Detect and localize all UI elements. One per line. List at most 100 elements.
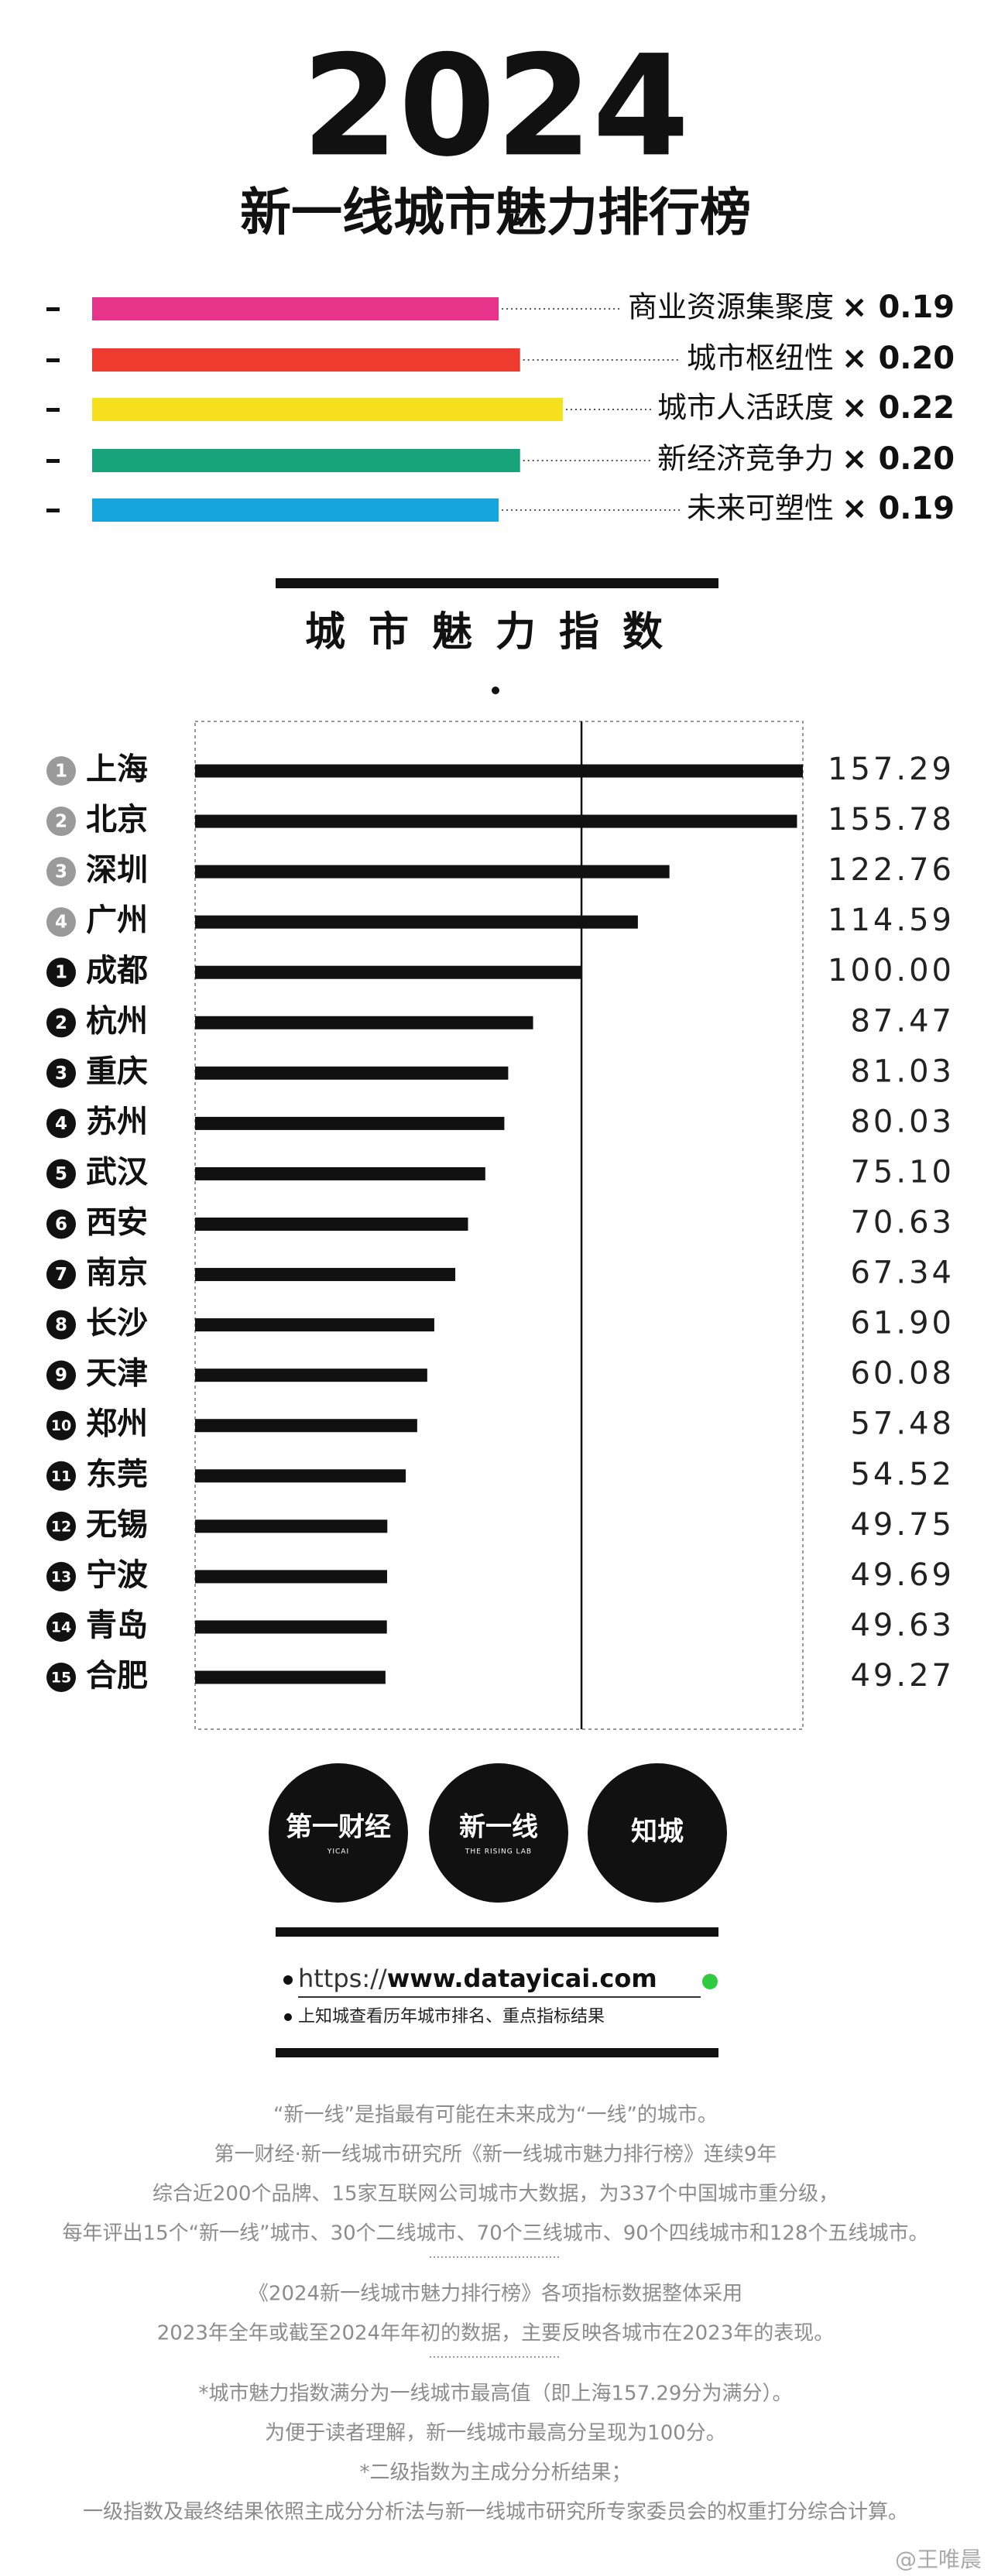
rank: 2: [55, 812, 67, 832]
bar: [195, 1218, 468, 1231]
footer-line: 2023年全年或截至2024年年初的数据，主要反映各城市在2023年的表现。: [157, 2322, 835, 2345]
value-label: 54.52: [850, 1457, 955, 1492]
weight-value: × 0.20: [842, 341, 955, 376]
weight-bar: [92, 297, 499, 320]
title: 新一线城市魅力排行榜: [240, 183, 751, 242]
bar: [195, 965, 582, 979]
rank-badge: [46, 1360, 76, 1390]
link-note: 上知城查看历年城市排名、重点指标结果: [298, 2007, 605, 2026]
bar: [195, 814, 797, 828]
logo-circle: [269, 1763, 408, 1903]
weight-label: 城市枢纽性: [687, 341, 834, 375]
rank: 14: [51, 1619, 71, 1636]
weight-value: × 0.20: [842, 441, 955, 477]
green-dot: [702, 1974, 718, 1989]
weight-label: 城市人活跃度: [657, 391, 834, 425]
value-label: 70.63: [850, 1205, 955, 1241]
value-label: 80.03: [850, 1104, 955, 1139]
logo-circle: [429, 1763, 568, 1903]
logo-name: 新一线: [459, 1812, 538, 1843]
weight-label: 商业资源集聚度: [628, 290, 834, 324]
rank: 3: [55, 1064, 67, 1084]
bar: [195, 1469, 406, 1483]
value-label: 75.10: [850, 1154, 955, 1190]
footer-line: 为便于读者理解，新一线城市最高分呈现为100分。: [265, 2422, 726, 2445]
value-label: 67.34: [850, 1255, 955, 1291]
footer-line: *城市魅力指数满分为一线城市最高值（即上海157.29分为满分）。: [199, 2382, 793, 2406]
rank-badge: [46, 1663, 76, 1692]
city-name: 成都: [86, 953, 148, 988]
bar: [195, 1016, 533, 1029]
rank: 5: [55, 1164, 67, 1184]
value-label: 61.90: [850, 1306, 955, 1341]
chart-title: 城市魅力指数: [305, 609, 686, 656]
footer-line: 每年评出15个“新一线”城市、30个二线城市、70个三线城市、90个四线城市和1…: [63, 2222, 929, 2245]
rank-badge: [46, 1008, 76, 1038]
city-name: 郑州: [86, 1406, 148, 1442]
rank-badge: [46, 1612, 76, 1642]
city-name: 北京: [86, 802, 148, 838]
bar: [195, 1116, 505, 1130]
value-label: 122.76: [828, 852, 955, 888]
rank-badge: [46, 907, 76, 937]
dash: [46, 509, 60, 512]
rank-badge: [46, 1209, 76, 1239]
rank: 7: [55, 1265, 67, 1285]
rank: 1: [55, 762, 67, 782]
weight-bar: [92, 449, 520, 472]
rank: 2: [55, 1013, 67, 1033]
rank: 8: [55, 1315, 67, 1335]
weight-bar: [92, 348, 520, 372]
bar: [195, 1419, 417, 1433]
rank-badge: [46, 1159, 76, 1189]
city-name: 苏州: [86, 1104, 148, 1139]
rank: 12: [51, 1518, 71, 1535]
bar: [195, 1620, 387, 1634]
value-label: 81.03: [850, 1053, 955, 1089]
rank: 10: [51, 1417, 71, 1434]
rank-badge: [46, 1058, 76, 1088]
weight-label: 未来可塑性: [687, 492, 834, 526]
rank-badge: [46, 1108, 76, 1139]
value-label: 49.27: [850, 1658, 955, 1694]
bullet: [284, 2013, 292, 2021]
city-name: 武汉: [86, 1154, 149, 1190]
weight-value: × 0.19: [842, 289, 955, 325]
section-bar: [276, 1927, 718, 1937]
value-label: 87.47: [850, 1003, 955, 1039]
bar: [195, 1318, 434, 1332]
link-url[interactable]: www.datayicai.com: [387, 1964, 657, 1993]
city-name: 上海: [86, 752, 148, 787]
rank-badge: [46, 1310, 76, 1340]
city-name: 南京: [86, 1255, 148, 1291]
bar: [195, 1670, 386, 1684]
weight-value: × 0.19: [842, 491, 955, 526]
rank: 6: [55, 1214, 67, 1235]
value-label: 57.48: [850, 1406, 955, 1442]
section-bar: [276, 2048, 718, 2057]
section-bar: [276, 578, 718, 588]
city-name: 广州: [86, 903, 148, 938]
bar: [195, 1166, 485, 1180]
link[interactable]: https://www.datayicai.com: [298, 1964, 657, 1993]
city-name: 合肥: [86, 1658, 148, 1694]
value-label: 60.08: [850, 1356, 955, 1392]
rank-badge: [46, 1461, 76, 1491]
rank-badge: [46, 756, 76, 786]
rank: 11: [51, 1468, 71, 1485]
footer-line: 《2024新一线城市魅力排行榜》各项指标数据整体采用: [249, 2283, 742, 2306]
value-label: 49.63: [850, 1608, 955, 1643]
rank: 1: [55, 963, 67, 983]
footer-line: *二级指数为主成分分析结果；: [359, 2461, 631, 2485]
link-prefix[interactable]: https://: [298, 1964, 387, 1993]
rank-badge: [46, 807, 76, 837]
footer-line: 第一财经·新一线城市研究所《新一线城市魅力排行榜》连续9年: [214, 2143, 777, 2167]
rank: 13: [51, 1568, 71, 1585]
rank: 15: [51, 1670, 71, 1687]
city-name: 重庆: [86, 1053, 148, 1089]
dash: [46, 358, 60, 362]
dash: [46, 408, 60, 412]
rank-badge: [46, 957, 76, 988]
bar: [195, 865, 670, 879]
